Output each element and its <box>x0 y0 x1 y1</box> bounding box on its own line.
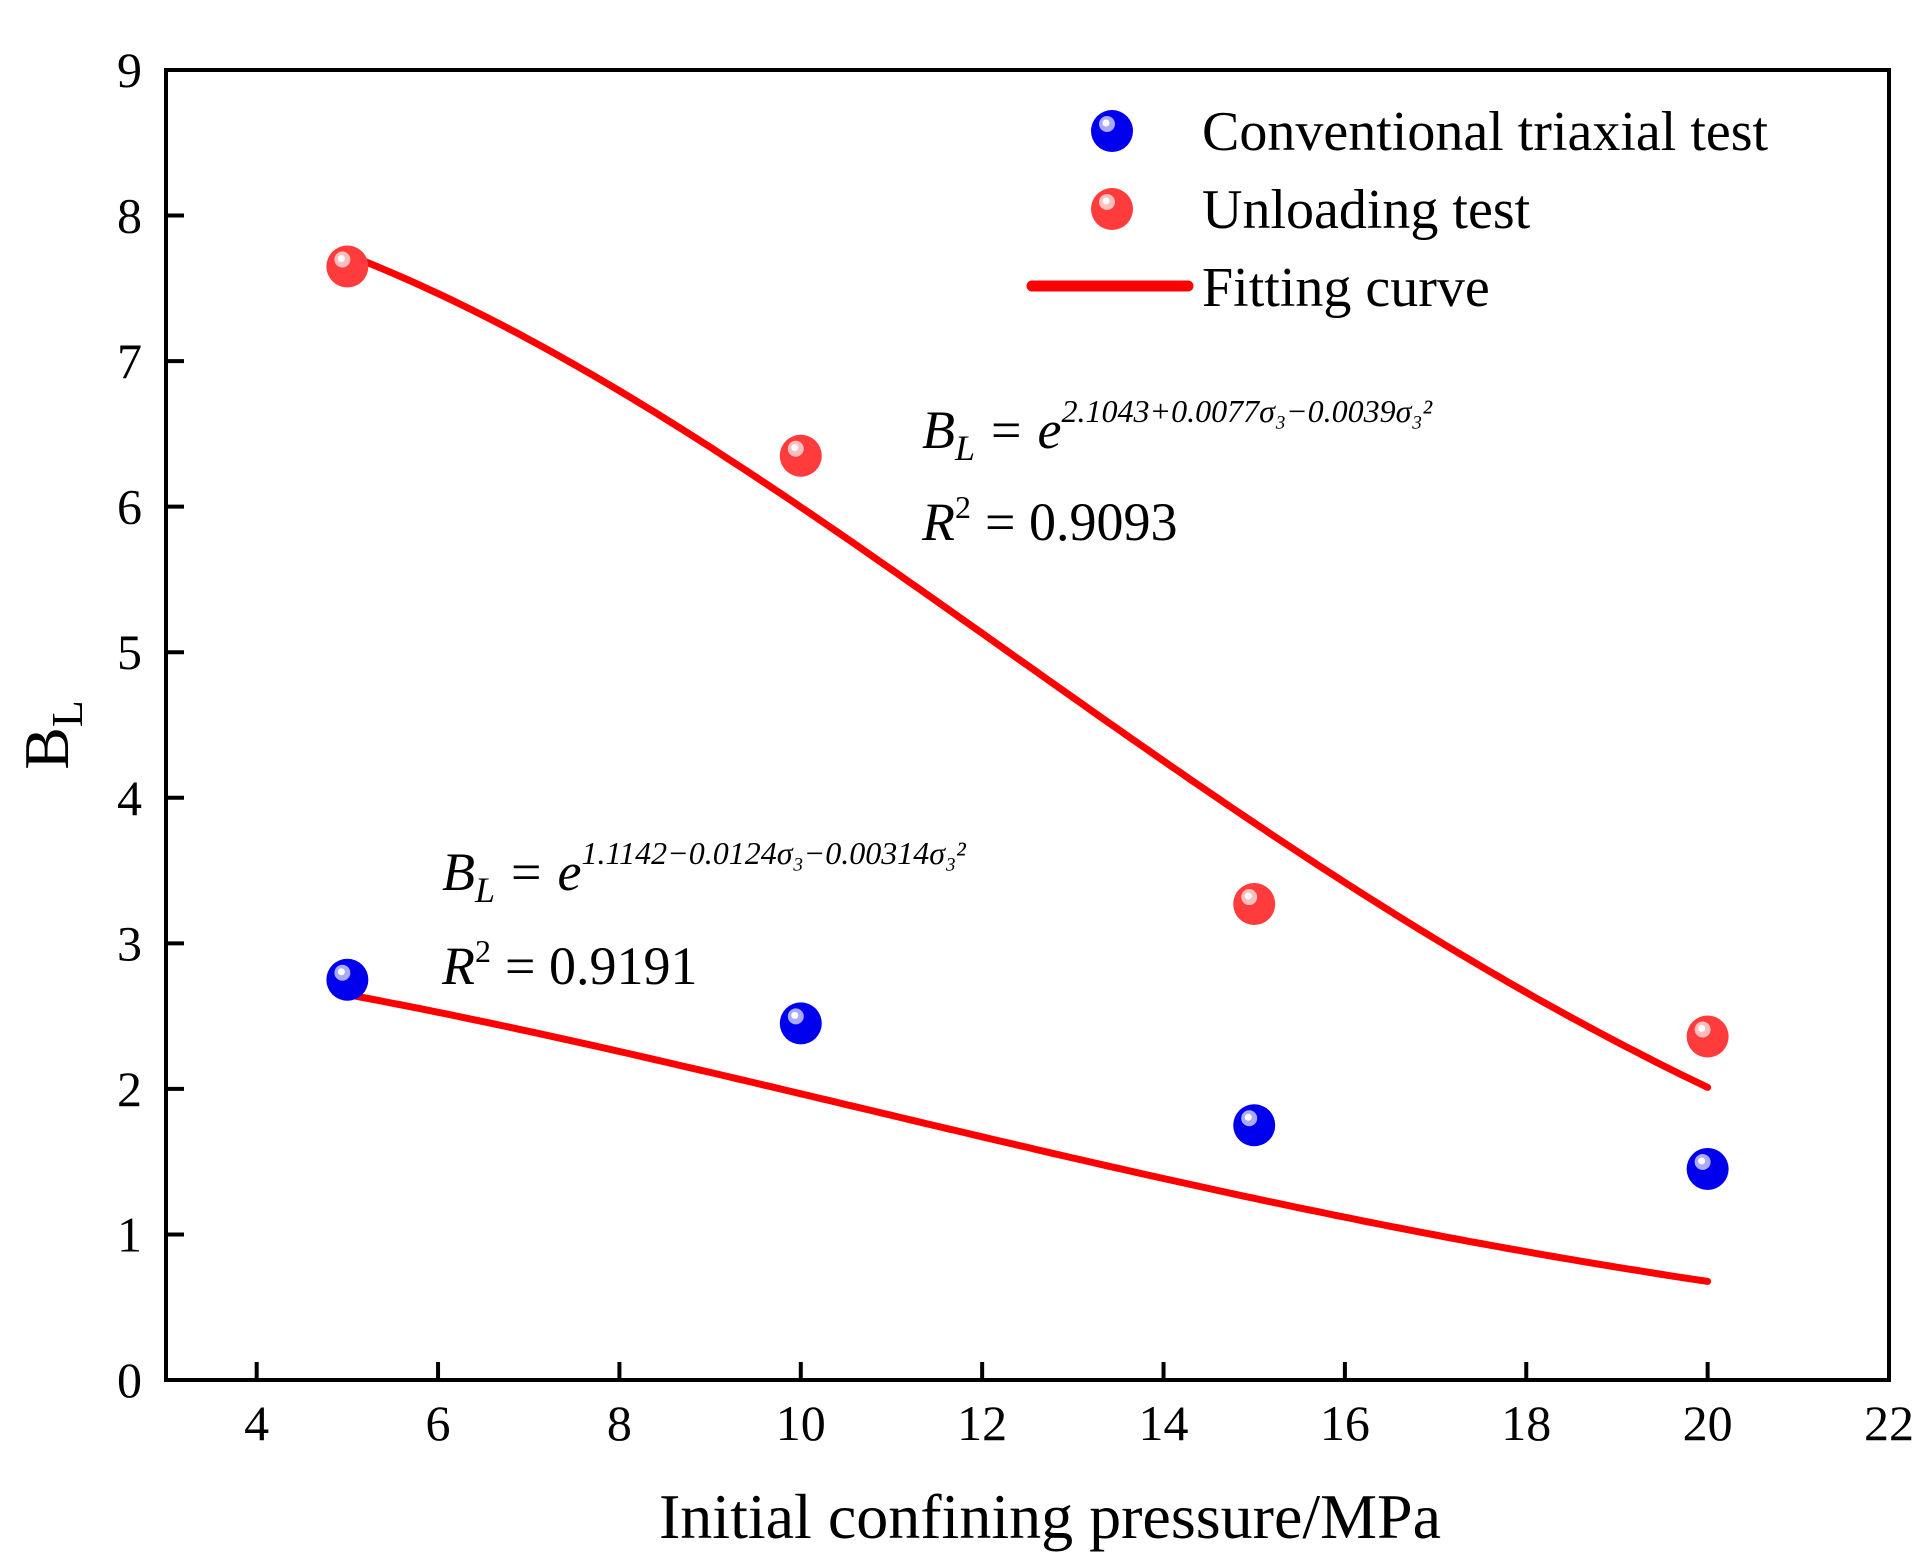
annotation-unloading: BL = e2.1043+0.0077σ₃−0.0039σ₃² R2 = 0.9093 <box>921 393 1433 552</box>
data-point-unloading <box>779 434 822 477</box>
x-tick-label: 18 <box>1501 1395 1551 1451</box>
r2-conventional: R2 = 0.9191 <box>441 933 697 996</box>
r2-sup: 2 <box>955 489 971 525</box>
y-axis-title: BL <box>11 700 92 770</box>
r2-label: R <box>441 936 475 996</box>
data-point-unloading <box>326 245 369 288</box>
eq-base: e <box>558 842 582 902</box>
legend-label-unloading: Unloading test <box>1202 179 1531 241</box>
r2-label: R <box>921 492 955 552</box>
data-point-conventional <box>1233 1104 1276 1147</box>
fit-curve-conventional <box>343 991 1712 1285</box>
x-tick-label: 20 <box>1683 1395 1733 1451</box>
legend-marker-unloading <box>1091 188 1133 230</box>
data-point-unloading <box>1233 883 1276 926</box>
eq-lhs: B <box>442 842 475 902</box>
equation-conventional: BL = e1.1142−0.0124σ₃−0.00314σ₃² <box>442 835 967 910</box>
plot-frame <box>164 68 1891 1382</box>
fit-lines <box>343 251 1712 1285</box>
eq-lhs-sub: L <box>954 428 975 468</box>
legend-label-conventional: Conventional triaxial test <box>1202 101 1769 163</box>
data-point-conventional <box>779 1002 822 1045</box>
legend-circle-conventional <box>1091 110 1133 152</box>
data-point-conventional <box>1686 1147 1729 1190</box>
eq-lhs-sub: L <box>474 870 495 910</box>
x-tick-label: 16 <box>1320 1395 1370 1451</box>
data-point-unloading <box>1686 1015 1729 1058</box>
data-points <box>326 245 1729 1190</box>
y-tick-label: 0 <box>117 1352 142 1408</box>
equation-unloading: BL = e2.1043+0.0077σ₃−0.0039σ₃² <box>922 393 1433 468</box>
fit-curve-unloading <box>343 251 1712 1091</box>
legend: Conventional triaxial test Unloading tes… <box>1026 101 1769 319</box>
y-tick-label: 1 <box>117 1206 142 1262</box>
x-tick-label: 22 <box>1864 1395 1914 1451</box>
eq-lhs: B <box>922 400 955 460</box>
legend-label-fitting-curve: Fitting curve <box>1202 257 1490 319</box>
y-tick-label: 8 <box>117 188 142 244</box>
y-tick-label: 5 <box>117 624 142 680</box>
eq-equals: = <box>991 400 1021 460</box>
annotation-conventional: BL = e1.1142−0.0124σ₃−0.00314σ₃² R2 = 0.919… <box>441 835 967 996</box>
y-tick-label: 6 <box>117 479 142 535</box>
x-tick-label: 14 <box>1139 1395 1189 1451</box>
x-axis-title: Initial confining pressure/MPa <box>659 1481 1441 1552</box>
y-tick-label: 3 <box>117 915 142 971</box>
y-tick-label: 2 <box>117 1061 142 1117</box>
data-point-conventional <box>326 958 369 1001</box>
x-tick-label: 8 <box>607 1395 632 1451</box>
y-axis-title-subscript: L <box>43 700 92 727</box>
r2-value: = 0.9191 <box>505 936 697 996</box>
x-tick-label: 12 <box>957 1395 1007 1451</box>
x-tick-label: 10 <box>776 1395 826 1451</box>
y-axis-title-main: B <box>11 727 82 770</box>
r2-unloading: R2 = 0.9093 <box>921 489 1177 552</box>
r2-value: = 0.9093 <box>985 492 1177 552</box>
eq-base: e <box>1038 400 1062 460</box>
eq-exponent: 1.1142−0.0124σ₃−0.00314σ₃² <box>581 835 967 871</box>
legend-marker-conventional <box>1091 110 1133 152</box>
x-tick-label: 6 <box>426 1395 451 1451</box>
eq-equals: = <box>511 842 541 902</box>
y-tick-label: 4 <box>117 770 142 826</box>
axis-ticks <box>166 213 1710 1380</box>
y-tick-label: 9 <box>117 42 142 98</box>
x-tick-label: 4 <box>244 1395 269 1451</box>
eq-exponent: 2.1043+0.0077σ₃−0.0039σ₃² <box>1061 393 1433 429</box>
y-tick-label: 7 <box>117 333 142 389</box>
r2-sup: 2 <box>475 933 491 969</box>
legend-circle-unloading <box>1091 188 1133 230</box>
